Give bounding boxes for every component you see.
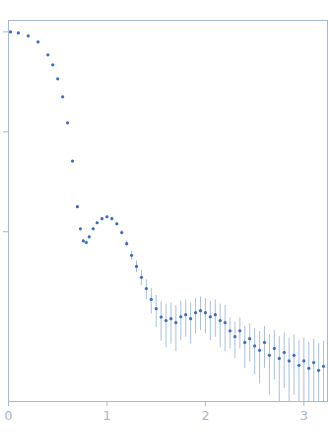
svg-text:0: 0 xyxy=(4,408,12,423)
svg-text:3: 3 xyxy=(300,408,308,423)
svg-text:1: 1 xyxy=(103,408,111,423)
svg-text:2: 2 xyxy=(201,408,209,423)
